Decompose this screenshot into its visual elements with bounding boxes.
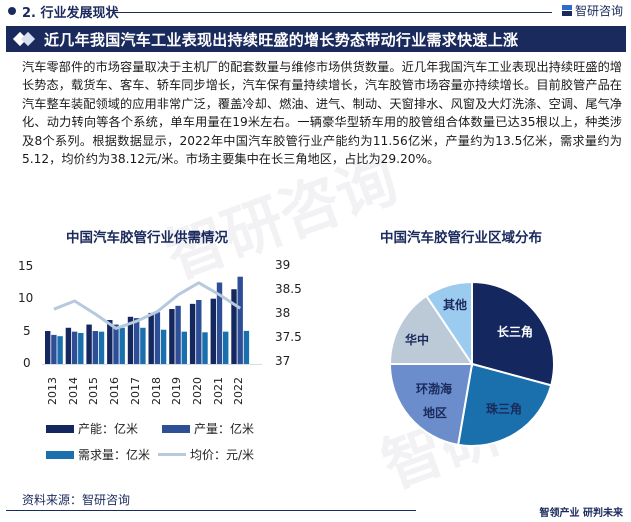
banner-title: 近几年我国汽车工业表现出持续旺盛的增长势态带动行业需求快速上涨 — [44, 30, 519, 49]
legend-swatch — [46, 424, 74, 433]
legend-item-price: 均价：元/米 — [158, 446, 254, 463]
bar — [160, 329, 167, 364]
legend-swatch — [162, 424, 190, 433]
left-axis-tick: 0 — [23, 356, 31, 370]
bar — [181, 331, 187, 364]
brand-name: 智研咨询 — [574, 4, 623, 18]
pie-slice — [471, 280, 555, 387]
bar — [78, 332, 84, 364]
bar — [189, 303, 196, 364]
legend-line — [158, 453, 186, 456]
pie-slice — [424, 280, 473, 368]
chart1-title: 中国汽车胶管行业供需情况 — [66, 230, 228, 246]
pie-label-zhusanjiao: 珠三角 — [486, 402, 523, 416]
pie-label-qita: 其他 — [443, 298, 468, 312]
pie-label-huanbohai-2: 地区 — [423, 406, 448, 420]
right-axis-tick: 38 — [275, 306, 291, 320]
bar — [92, 331, 98, 364]
left-axis-tick: 10 — [18, 291, 34, 305]
title-banner: 近几年我国汽车工业表现出持续旺盛的增长势态带动行业需求快速上涨 — [6, 26, 626, 52]
top-bar: 2. 行业发展现状 智研咨询 — [0, 0, 631, 22]
bullet-icon — [8, 7, 16, 15]
bar — [107, 320, 113, 364]
bar — [196, 299, 202, 364]
bar — [202, 332, 208, 364]
legend-item-capacity: 产能：亿米 — [46, 420, 138, 437]
body-paragraph: 汽车零部件的市场容量取决于主机厂的配套数量与维修市场供货数量。近几年我国汽车工业… — [22, 60, 622, 167]
price-line — [53, 281, 242, 330]
bar — [140, 327, 146, 364]
bar — [237, 276, 243, 364]
bar — [86, 324, 92, 364]
legend-item-production: 产量：亿米 — [162, 420, 254, 437]
bar — [210, 298, 216, 364]
pie-label-changsanjiao: 长三角 — [497, 325, 534, 339]
section-title: 2. 行业发展现状 — [22, 6, 119, 21]
bar — [98, 331, 105, 364]
pie-label-huazhong: 华中 — [405, 333, 430, 347]
pie-label-huanbohai: 环渤海 — [416, 382, 453, 396]
left-axis-tick: 15 — [18, 259, 34, 273]
bar — [65, 327, 72, 364]
bar — [216, 282, 223, 364]
bar — [71, 331, 78, 364]
legend-item-demand: 需求量：亿米 — [46, 446, 150, 463]
bar — [57, 336, 63, 364]
bar — [223, 331, 229, 364]
bar — [154, 312, 161, 364]
bar — [169, 309, 175, 364]
pie-slice — [457, 362, 553, 447]
pie-slice — [388, 363, 474, 446]
bar — [231, 289, 237, 364]
pie-slice — [388, 294, 474, 365]
brand-logo-icon — [561, 5, 572, 16]
bar — [119, 327, 125, 364]
bar — [134, 318, 140, 364]
legend-swatch — [46, 450, 74, 459]
right-axis-tick: 39 — [275, 258, 291, 272]
bar — [148, 312, 154, 364]
bar — [45, 331, 51, 364]
divider — [112, 12, 552, 13]
divider — [6, 510, 416, 511]
source-note: 资料来源：智研咨询 — [22, 493, 131, 507]
left-axis-tick: 5 — [23, 324, 31, 338]
bar — [175, 305, 181, 364]
right-axis-tick: 37.5 — [275, 330, 302, 344]
chart2-title: 中国汽车胶管行业区域分布 — [380, 230, 542, 246]
bar — [127, 316, 134, 364]
bar — [51, 334, 57, 364]
brand: 智研咨询 — [561, 2, 623, 19]
right-axis-tick: 38.5 — [275, 282, 302, 296]
right-axis-tick: 37 — [275, 354, 291, 368]
bar — [243, 330, 250, 364]
bar — [113, 324, 119, 364]
slogan: 智领产业 研判未来 — [539, 508, 623, 519]
